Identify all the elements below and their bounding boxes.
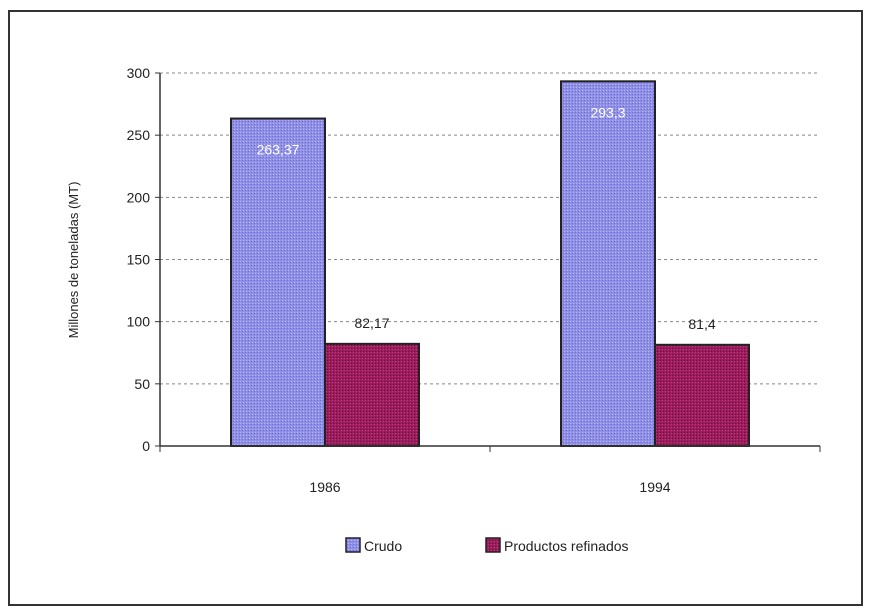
bar-crudo-1986 — [230, 117, 326, 447]
y-tick-label: 50 — [134, 376, 150, 392]
y-tick-label: 250 — [127, 127, 151, 143]
y-tick-label: 300 — [127, 65, 151, 81]
y-tick-label: 150 — [127, 252, 151, 268]
data-labels: 263,37 82,17 293,3 81,4 — [257, 104, 716, 331]
legend-swatch — [485, 537, 501, 553]
y-tick-label: 0 — [142, 438, 150, 454]
x-tick-label: 1994 — [639, 479, 670, 495]
bar-crudo-1994 — [560, 80, 656, 448]
legend-label: Crudo — [364, 538, 402, 554]
data-label: 263,37 — [257, 142, 300, 158]
x-tick-label: 1986 — [309, 479, 340, 495]
legend-label: Productos refinados — [504, 538, 629, 554]
y-tick-label: 100 — [127, 314, 151, 330]
bar-productos-refinados-1986 — [324, 342, 420, 447]
y-axis-label: Millones de toneladas (MT) — [66, 182, 81, 339]
bar-productos-refinados-1994 — [654, 343, 750, 447]
chart-frame — [8, 10, 863, 606]
data-label: 293,3 — [590, 104, 625, 120]
axes: 0 50 100 150 200 250 300 1986 1994 — [127, 65, 821, 495]
data-label: 82,17 — [354, 315, 389, 331]
legend: Crudo Productos refinados — [345, 537, 629, 554]
y-tick-label: 200 — [127, 189, 151, 205]
data-label: 81,4 — [688, 316, 715, 332]
bars — [230, 80, 750, 448]
legend-swatch — [345, 537, 361, 553]
